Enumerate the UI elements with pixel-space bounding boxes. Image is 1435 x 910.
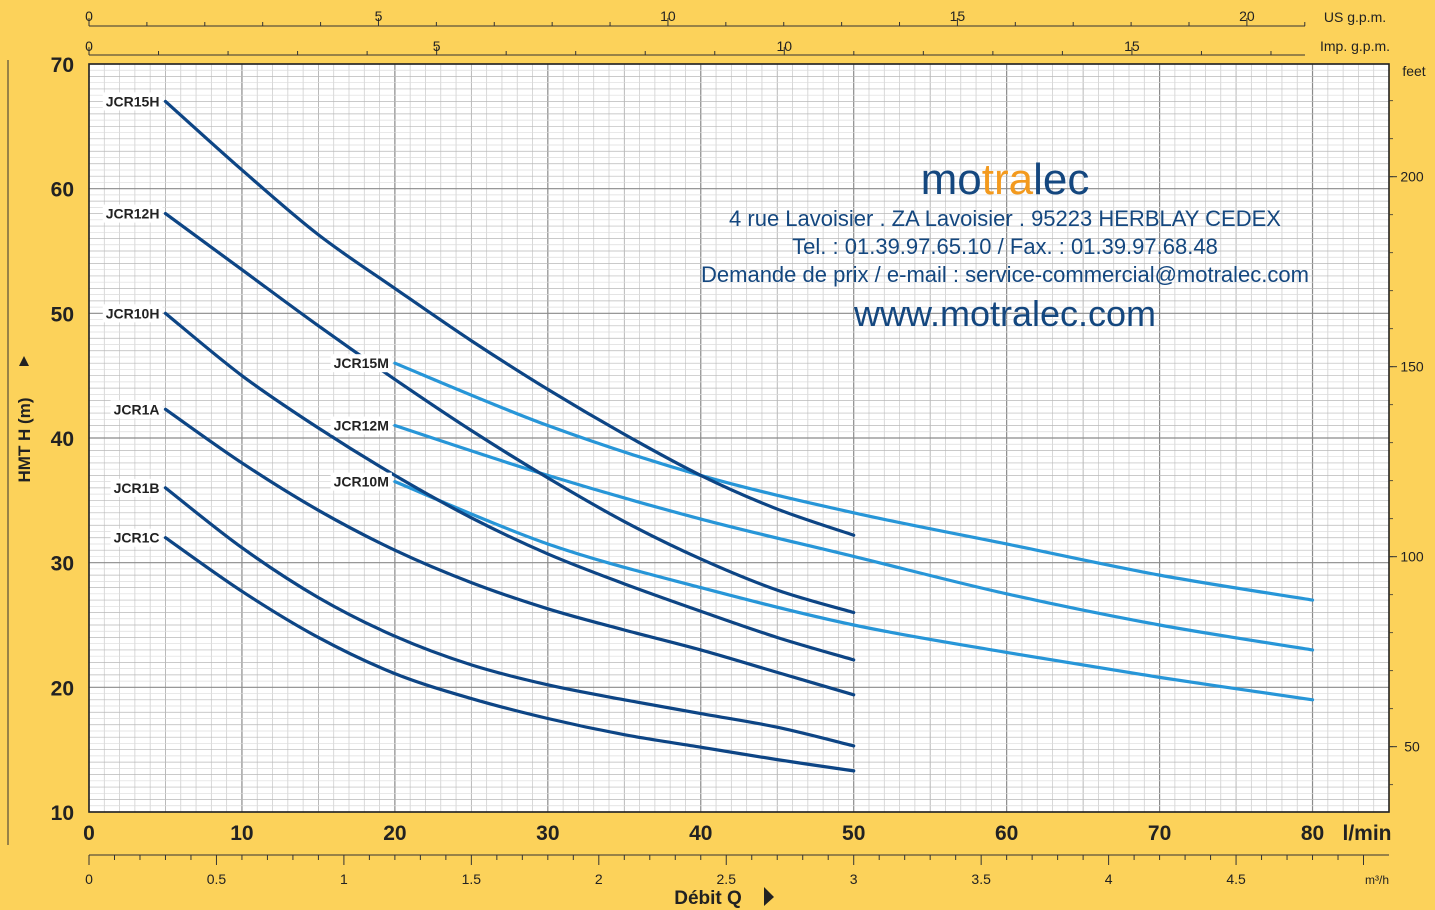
x-tick-label: 20 [383, 822, 406, 845]
m3h-tick-label: 0 [85, 871, 93, 887]
brand-address: 4 rue Lavoisier . ZA Lavoisier . 95223 H… [729, 206, 1281, 231]
series-label-jcr1b: JCR1B [114, 480, 160, 496]
x-tick-label: 40 [689, 822, 712, 845]
series-line-jcr15h [163, 99, 856, 537]
us-gpm-tick-label: 15 [950, 8, 966, 24]
m3h-tick-label: 0.5 [207, 871, 227, 887]
x-tick-label: 0 [83, 822, 95, 845]
m3h-unit-label: m³/h [1365, 873, 1389, 887]
x-tick-label: 10 [230, 822, 253, 845]
x-axis-title: Débit Q [674, 888, 742, 909]
us-gpm-tick-label: 0 [85, 8, 93, 24]
y-axis-title: HMT H (m) [15, 398, 34, 483]
series-line-jcr1a [163, 407, 856, 697]
m3h-tick-label: 3 [850, 871, 858, 887]
grid [88, 63, 1390, 813]
y-tick-label: 10 [51, 802, 74, 825]
imp-gpm-tick-label: 5 [433, 38, 441, 54]
series-label-bg [102, 204, 163, 223]
series-label-jcr10m: JCR10M [334, 474, 389, 490]
x-unit-label: l/min [1342, 822, 1391, 845]
feet-unit-label: feet [1402, 63, 1425, 79]
series-label-bg [110, 400, 163, 419]
series-line-jcr1c [163, 536, 856, 773]
series-lines [163, 99, 1315, 773]
series-label-jcr1c: JCR1C [114, 530, 160, 546]
axes [7, 18, 1397, 865]
series-label-jcr12m: JCR12M [334, 418, 389, 434]
series-label-jcr15h: JCR15H [106, 93, 160, 109]
y-tick-label: 50 [51, 303, 74, 326]
imp-gpm-tick-label: 0 [85, 38, 93, 54]
x-tick-label: 60 [995, 822, 1018, 845]
series-label-jcr12h: JCR12H [106, 206, 160, 222]
series-label-jcr1a: JCR1A [114, 401, 160, 417]
series-line-jcr10h [163, 311, 856, 662]
m3h-tick-label: 2 [595, 871, 603, 887]
feet-tick-label: 150 [1400, 359, 1424, 375]
series-line-jcr10m [393, 480, 1315, 702]
m3h-tick-label: 1 [340, 871, 348, 887]
series-label-jcr10h: JCR10H [106, 305, 160, 321]
y-axis-arrow [19, 356, 29, 366]
m3h-tick-label: 3.5 [971, 871, 991, 887]
imp-gpm-tick-label: 10 [776, 38, 792, 54]
series-line-jcr15m [393, 361, 1315, 602]
x-tick-label: 70 [1148, 822, 1171, 845]
x-tick-label: 80 [1301, 822, 1324, 845]
us-gpm-tick-label: 10 [660, 8, 676, 24]
m3h-tick-label: 1.5 [462, 871, 482, 887]
y-tick-label: 70 [51, 54, 74, 77]
series-label-bg [110, 478, 163, 497]
feet-tick-label: 200 [1400, 169, 1424, 185]
us-gpm-tick-label: 5 [375, 8, 383, 24]
series-label-bg [330, 416, 392, 435]
series-label-bg [330, 472, 392, 491]
m3h-tick-label: 4 [1105, 871, 1113, 887]
feet-tick-label: 100 [1400, 549, 1424, 565]
imp-gpm-unit-label: Imp. g.p.m. [1320, 38, 1390, 54]
brand-phone: Tel. : 01.39.97.65.10 / Fax. : 01.39.97.… [792, 234, 1218, 259]
series-line-jcr12m [393, 423, 1315, 652]
y-tick-label: 60 [51, 179, 74, 202]
brand-logo: motralec [920, 155, 1090, 204]
m3h-tick-label: 4.5 [1226, 871, 1246, 887]
x-axis-arrow [764, 887, 774, 906]
brand-email: Demande de prix / e-mail : service-comme… [701, 262, 1309, 287]
y-tick-label: 30 [51, 553, 74, 576]
us-gpm-unit-label: US g.p.m. [1324, 9, 1386, 25]
m3h-tick-label: 2.5 [717, 871, 737, 887]
x-tick-label: 30 [536, 822, 559, 845]
plot-frame [88, 63, 1390, 813]
series-label-bg [102, 92, 163, 111]
y-tick-label: 40 [51, 428, 74, 451]
series-line-jcr12h [163, 212, 856, 615]
series-label-bg [102, 304, 163, 323]
brand-block: motralec 4 rue Lavoisier . ZA Lavoisier … [640, 155, 1370, 335]
series-line-jcr1b [163, 486, 856, 748]
x-tick-label: 50 [842, 822, 865, 845]
series-label-jcr15m: JCR15M [334, 355, 389, 371]
series-label-bg [330, 354, 392, 373]
feet-tick-label: 50 [1404, 739, 1420, 755]
series-label-bg [110, 528, 163, 547]
imp-gpm-tick-label: 15 [1124, 38, 1140, 54]
y-tick-label: 20 [51, 677, 74, 700]
us-gpm-tick-label: 20 [1239, 8, 1255, 24]
brand-website-link[interactable]: www.motralec.com [853, 293, 1157, 334]
